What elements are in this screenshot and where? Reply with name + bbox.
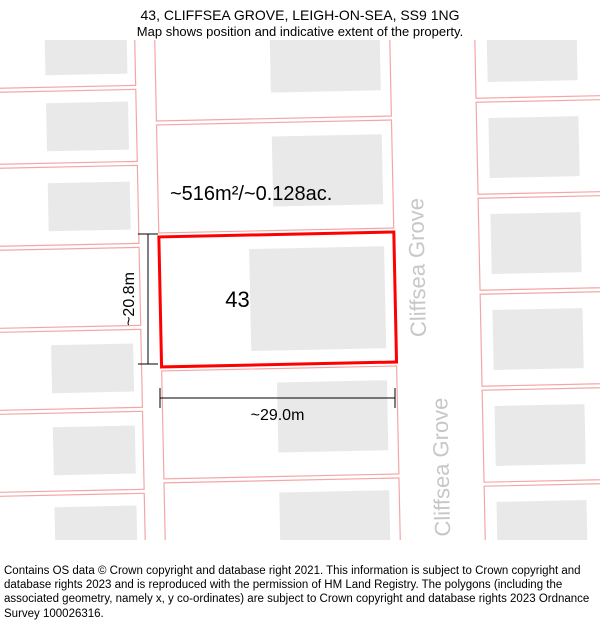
road-label-upper: Cliffsea Grove [403,198,431,337]
building [48,182,131,232]
building [249,246,386,351]
road-label-lower: Cliffsea Grove [427,397,455,536]
building [51,344,134,394]
building [44,40,127,75]
building [54,505,137,540]
page-title: 43, CLIFFSEA GROVE, LEIGH-ON-SEA, SS9 1N… [0,6,600,24]
dim-horizontal-text: ~29.0m [251,407,305,424]
footer-attribution: Contains OS data © Crown copyright and d… [4,564,596,622]
area-label: ~516m²/~0.128ac. [170,183,332,205]
building [494,404,585,466]
dim-vertical-text: ~20.8m [121,272,138,326]
page-root: 43, CLIFFSEA GROVE, LEIGH-ON-SEA, SS9 1N… [0,0,600,625]
header: 43, CLIFFSEA GROVE, LEIGH-ON-SEA, SS9 1N… [0,0,600,41]
map-area: Cliffsea Grove Cliffsea Grove ~516m²/~0.… [0,40,600,540]
building [486,40,577,82]
building [269,40,380,93]
building [492,308,583,370]
building [279,490,390,540]
building [53,425,136,475]
page-subtitle: Map shows position and indicative extent… [0,24,600,41]
building [46,102,129,152]
building [496,500,587,540]
building [488,116,579,178]
map-svg: Cliffsea Grove Cliffsea Grove ~516m²/~0.… [0,40,600,540]
building [490,212,581,274]
house-number-label: 43 [225,287,249,312]
